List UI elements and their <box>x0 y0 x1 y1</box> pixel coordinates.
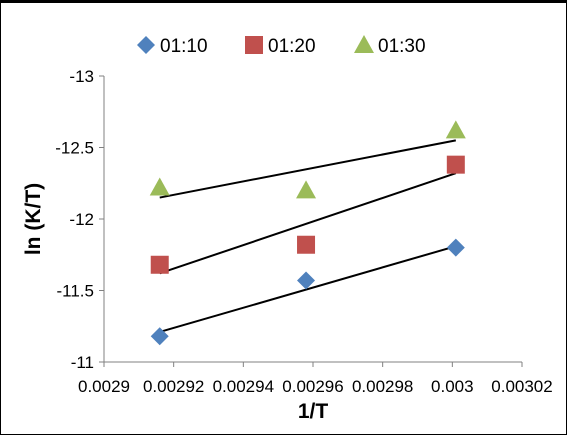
data-point-square <box>446 155 465 174</box>
data-point-diamond <box>150 327 169 346</box>
y-tick-label: -12 <box>69 210 94 229</box>
data-point-triangle <box>296 180 317 199</box>
x-tick-label: 0.003 <box>431 377 474 396</box>
x-axis-title: 1/T <box>298 400 329 423</box>
x-tick-label: 0.00296 <box>282 377 343 396</box>
data-point-square <box>297 235 316 254</box>
y-tick-label: -12.5 <box>55 139 94 158</box>
y-tick-label: -11.5 <box>57 282 95 301</box>
data-point-triangle <box>149 177 170 196</box>
trendline-0110 <box>159 245 457 333</box>
legend-marker-diamond <box>137 36 155 54</box>
y-axis-title: ln (K/T) <box>22 183 45 255</box>
x-tick-label: 0.0029 <box>78 377 130 396</box>
trendline-0130 <box>159 139 457 199</box>
data-point-triangle <box>445 120 466 139</box>
data-point-diamond <box>446 238 465 257</box>
x-tick-label: 0.00292 <box>143 377 204 396</box>
legend-label: 01:20 <box>268 36 316 57</box>
x-tick-label: 0.00294 <box>213 377 274 396</box>
y-tick-label: -11 <box>71 353 94 372</box>
legend-marker-square <box>245 36 263 54</box>
legend-marker-triangle <box>354 35 374 53</box>
data-point-square <box>150 255 169 274</box>
data-point-diamond <box>297 271 316 290</box>
trendline-0120 <box>159 172 457 275</box>
legend-label: 01:10 <box>160 36 208 57</box>
x-tick-label: 0.00298 <box>352 377 413 396</box>
y-tick-label: -13 <box>69 67 94 86</box>
legend-label: 01:30 <box>378 36 426 57</box>
x-tick-label: 0.00302 <box>491 377 552 396</box>
